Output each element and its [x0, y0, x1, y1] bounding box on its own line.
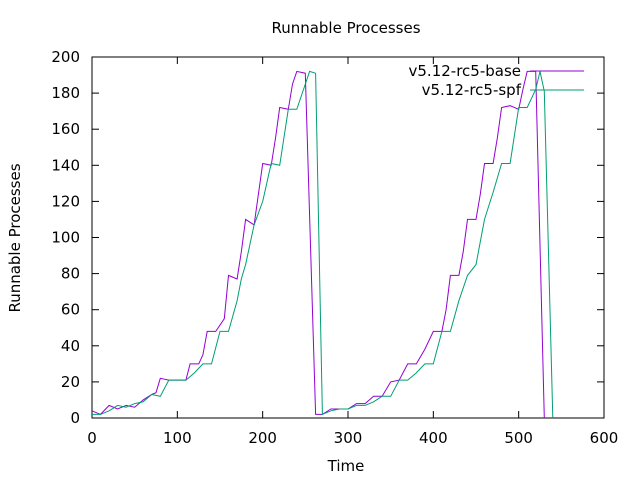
legend-label-1: v5.12-rc5-base [409, 62, 522, 80]
x-axis-label: Time [327, 457, 365, 475]
x-tick-label: 500 [504, 429, 533, 447]
y-tick-label: 140 [51, 156, 80, 174]
legend-label-2: v5.12-rc5-spf [422, 81, 522, 99]
chart-title: Runnable Processes [271, 19, 420, 37]
y-tick-label: 160 [51, 120, 80, 138]
y-tick-label: 40 [61, 337, 80, 355]
x-tick-label: 100 [163, 429, 192, 447]
y-tick-label: 180 [51, 84, 80, 102]
x-tick-label: 400 [419, 429, 448, 447]
series-line-2 [92, 70, 554, 419]
x-tick-label: 200 [248, 429, 277, 447]
x-tick-label: 0 [87, 429, 97, 447]
x-tick-label: 300 [334, 429, 363, 447]
y-tick-label: 100 [51, 229, 80, 247]
y-tick-label: 20 [61, 373, 80, 391]
y-axis-label: Runnable Processes [6, 163, 24, 312]
y-tick-label: 200 [51, 48, 80, 66]
plot-area: 0 100 200 300 400 500 600 0 20 40 60 80 100 120 140 160… [51, 48, 618, 447]
y-tick-label: 60 [61, 301, 80, 319]
y-tick-label: 120 [51, 192, 80, 210]
x-tick-label: 600 [590, 429, 619, 447]
y-tick-label: 0 [70, 409, 80, 427]
y-tick-label: 80 [61, 265, 80, 283]
